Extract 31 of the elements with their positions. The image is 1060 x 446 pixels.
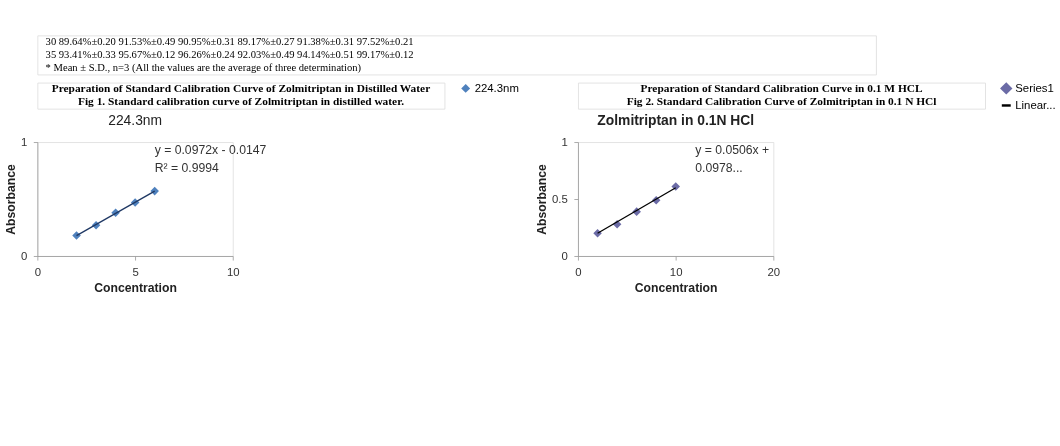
- legend-label: 224.3nm: [474, 81, 519, 94]
- annotation: y = 0.0506x +: [695, 143, 770, 158]
- x-tick-label: 0: [575, 266, 582, 279]
- x-tick-label: 5: [132, 266, 139, 279]
- legend-label: Series1: [1015, 81, 1054, 94]
- chart-subtitle: Fig 1. Standard calibration curve of Zolmitriptan in distilled water.: [77, 95, 405, 108]
- x-tick-label: 0: [34, 266, 42, 279]
- chart-subtitle: Fig 2. Standard Calibration Curve of Zolmitriptan in 0.1 N HCl: [626, 95, 937, 108]
- text: * Mean ± S.D., n=3 (All the values are the average of three determination): [45, 62, 362, 75]
- y-tick-label: 1: [20, 135, 28, 148]
- x-tick-label: 10: [226, 266, 240, 279]
- point: [593, 229, 602, 238]
- chart-title: Preparation of Standard Calibration Curve of Zolmitriptan in Distilled Water: [51, 82, 431, 95]
- y-axis-title: Absorbance: [4, 164, 19, 235]
- text: 224.3nm: [108, 112, 163, 129]
- legend-label: Linear...: [1015, 98, 1056, 111]
- x-tick-label: 20: [767, 266, 781, 279]
- x-axis-title: Concentration: [94, 280, 177, 295]
- text: 35 93.41%±0.33 95.67%±0.12 96.26%±0.24 92.03%±0.49 94.14%±0.51 99.17%±0.12: [45, 49, 414, 61]
- x-axis-title: Concentration: [634, 280, 718, 295]
- annotation: R² = 0.9994: [154, 161, 220, 176]
- y-tick-label: 0.5: [552, 192, 568, 205]
- x-tick-label: 10: [669, 266, 683, 279]
- text: 30 89.64%±0.20 91.53%±0.49 90.95%±0.31 89.17%±0.27 91.38%±0.31 97.52%±0.21: [45, 36, 414, 48]
- chart-title: Preparation of Standard Calibration Curve in 0.1 M HCL: [640, 82, 923, 95]
- y-tick-label: 1: [561, 135, 568, 148]
- y-axis-title: Absorbance: [535, 164, 550, 235]
- y-tick-label: 0: [561, 249, 568, 262]
- annotation: y = 0.0972x - 0.0147: [154, 143, 267, 158]
- annotation: 0.0978...: [695, 161, 743, 176]
- text: Zolmitriptan in 0.1N HCl: [597, 112, 755, 129]
